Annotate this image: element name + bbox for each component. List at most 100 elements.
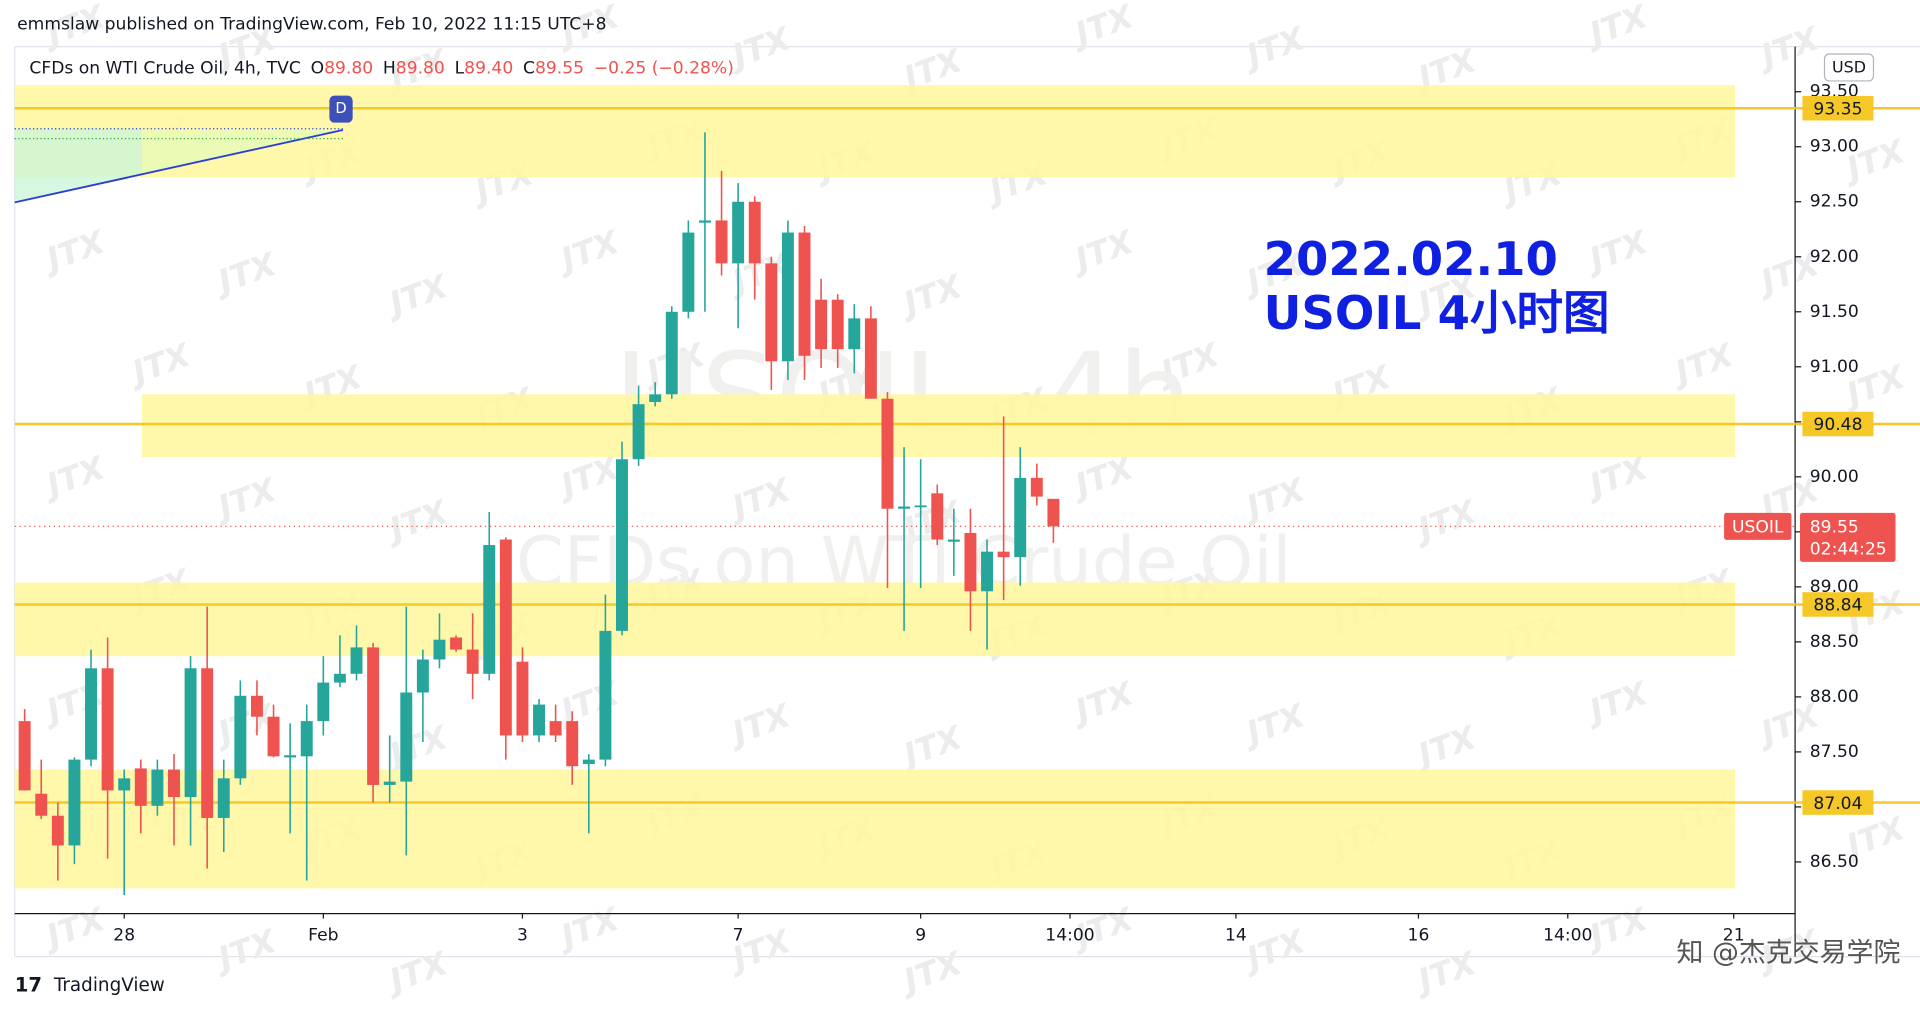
ohlc-label: O [311, 59, 324, 79]
candle-body [433, 639, 446, 660]
ohlc-value: 89.80 [324, 59, 373, 79]
brand: TradingView [53, 975, 165, 996]
candle-body [715, 220, 728, 264]
y-tick-label: 86.50 [1810, 852, 1859, 872]
plot: 86.5087.0087.5088.0088.5089.0089.5090.00… [14, 46, 1920, 957]
price-tag [1800, 512, 1896, 562]
legend-symbol: CFDs on WTI Crude Oil, 4h, TVC O89.80 H89.… [29, 59, 734, 79]
candle-body [466, 649, 479, 674]
y-tick-label: 88.00 [1810, 687, 1859, 707]
candle-body [533, 704, 545, 736]
candle-body [1014, 477, 1027, 558]
x-tick-label: 14:00 [1543, 926, 1592, 946]
x-tick-label: 9 [915, 926, 926, 946]
level-label: 87.04 [1813, 794, 1862, 814]
drawing-line [14, 129, 344, 204]
level-tag [1802, 411, 1874, 437]
candle-body [400, 692, 413, 782]
x-tick-label: 28 [113, 926, 135, 946]
candle-body [51, 815, 64, 846]
currency: USD [1832, 58, 1866, 77]
ohlc-change: −0.25 (−0.28%) [594, 59, 734, 79]
zone [142, 769, 1736, 889]
candle-body [682, 232, 695, 312]
credit: 知 @杰克交易学院 [1677, 938, 1901, 969]
candle-body [367, 647, 380, 785]
candle-body [748, 201, 761, 264]
x-tick-label: 16 [1408, 926, 1430, 946]
drawing-area [14, 128, 143, 203]
zone [142, 85, 1736, 178]
candle-body [914, 505, 927, 508]
candle-body [68, 759, 81, 846]
candle-body [798, 232, 811, 356]
candle-body [981, 551, 994, 592]
candle-body [599, 630, 612, 760]
y-tick-label: 93.00 [1810, 137, 1859, 157]
ohlc-label: H [383, 59, 396, 79]
candle-body [416, 659, 429, 693]
candle-body [997, 551, 1010, 558]
candle-body [698, 220, 711, 223]
candle-body [781, 232, 794, 362]
ohlc-label: L [455, 59, 465, 79]
candle-body [151, 769, 164, 806]
candle-body [931, 493, 944, 540]
zone [14, 582, 143, 657]
y-tick-label: 91.50 [1810, 302, 1859, 322]
currency-box[interactable] [1823, 53, 1875, 82]
candle-body [765, 263, 778, 362]
candle-body [118, 778, 131, 791]
candle-body [234, 695, 247, 779]
price-symbol: USOIL [1732, 518, 1784, 538]
price-label: 89.55 [1810, 518, 1859, 538]
candle-body [35, 793, 48, 816]
level-tag [1802, 592, 1874, 617]
candle-body [616, 459, 628, 631]
level-label: 93.35 [1813, 99, 1862, 119]
candle-body [134, 768, 147, 806]
x-tick-label: 14:00 [1045, 926, 1094, 946]
drawing-marker [329, 95, 353, 123]
y-tick-label: 91.00 [1810, 357, 1859, 377]
drawing-label: D [335, 100, 346, 117]
candle-body [881, 398, 894, 509]
brand-logo: 𝟭𝟳 [15, 974, 42, 997]
zone [142, 394, 1736, 458]
x-tick-label: 3 [517, 926, 528, 946]
candle-body [665, 311, 678, 395]
y-tick-label: 89.00 [1810, 577, 1859, 597]
candle-body [168, 769, 180, 798]
candle-body [284, 755, 297, 758]
candle-body [964, 532, 977, 592]
level-label: 90.48 [1813, 415, 1862, 435]
level-tag [1802, 95, 1874, 121]
y-tick-label: 90.00 [1810, 467, 1859, 487]
ohlc-value: 89.55 [535, 59, 584, 79]
x-tick-label: 7 [733, 926, 744, 946]
candle-body [250, 695, 263, 717]
candle-body [201, 668, 214, 818]
y-tick-label: 87.50 [1810, 742, 1859, 762]
candle-body [632, 404, 645, 460]
candle-body [483, 545, 496, 674]
candle-body [864, 318, 877, 399]
candle-body [85, 668, 97, 760]
candle-body [649, 394, 662, 403]
candle-body [831, 299, 844, 350]
candle-body [18, 721, 31, 791]
candle-body [333, 673, 346, 683]
candle-body [317, 682, 330, 722]
y-tick-label: 88.50 [1810, 632, 1859, 652]
candle-body [217, 778, 230, 818]
candle-body [101, 668, 114, 791]
countdown: 02:44:25 [1810, 540, 1887, 560]
publisher: emmslaw published on TradingView.com, Fe… [17, 15, 606, 35]
candle-body [582, 759, 595, 765]
price-symbol-tag [1724, 512, 1792, 540]
level-label: 88.84 [1813, 596, 1862, 616]
x-tick-label: 21 [1723, 926, 1745, 946]
candle-body [450, 637, 463, 650]
y-tick-label: 92.50 [1810, 192, 1859, 212]
